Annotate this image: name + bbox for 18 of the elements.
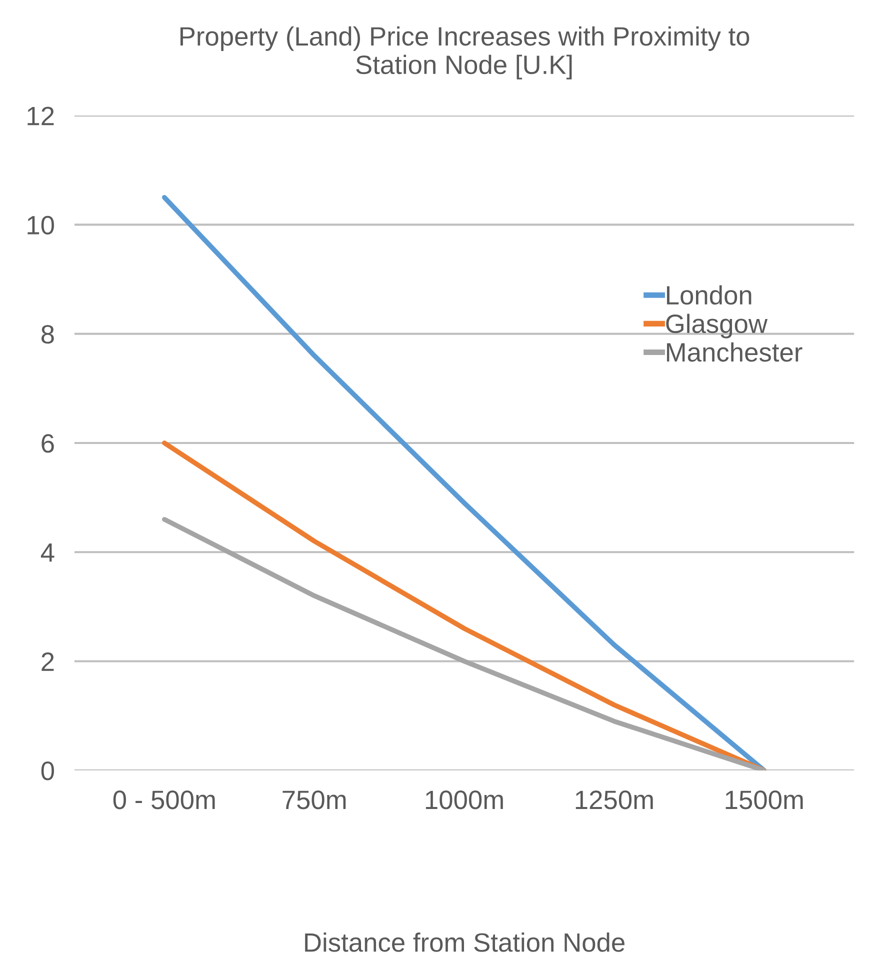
y-tick-label: 6 [42, 434, 54, 453]
x-tick-label: 1000m [426, 790, 503, 810]
y-tick-label: 12 [28, 106, 54, 126]
y-tick-label: 8 [41, 324, 54, 344]
chart-title: Property (Land) Price Increases with Proximity to Station Node [U.K] [180, 26, 750, 80]
y-tick-label: 10 [28, 216, 54, 235]
legend-label: Manchester [666, 342, 802, 362]
x-tick-label: 1250m [576, 790, 653, 810]
y-tick-label: 2 [42, 652, 54, 671]
y-tick-label: 4 [40, 544, 54, 562]
y-tick-label: 0 [41, 762, 54, 780]
x-tick-label: 750m [282, 790, 346, 810]
x-axis-title: Distance from Station Node [305, 932, 624, 952]
line-series [162, 516, 767, 770]
legend-label: London [666, 285, 752, 305]
x-tick-label: 0 - 500m [113, 790, 215, 810]
legend-label: Glasgow [666, 314, 768, 338]
x-tick-label: 1500m [726, 790, 803, 810]
